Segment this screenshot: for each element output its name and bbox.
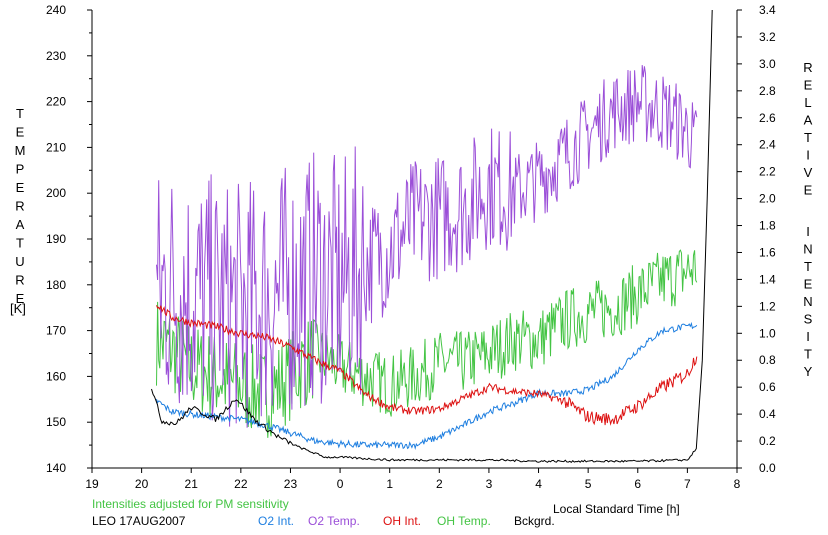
annotation-note: Intensities adjusted for PM sensitivity — [92, 497, 289, 511]
x-tick-label: 1 — [386, 477, 393, 491]
right-title-letter: T — [804, 347, 812, 362]
x-tick-label: 7 — [684, 477, 691, 491]
legend-entry: OH Int. — [383, 514, 421, 528]
left-title-letter: P — [16, 162, 25, 177]
right-tick-label: 2.4 — [759, 138, 776, 152]
left-title-letter: M — [15, 143, 26, 158]
left-tick-label: 230 — [46, 49, 66, 63]
x-tick-label: 23 — [284, 477, 298, 491]
legend-entry: Bckgrd. — [514, 514, 555, 528]
right-tick-label: 0.8 — [759, 353, 776, 367]
left-tick-label: 200 — [46, 186, 66, 200]
left-title-letter: T — [16, 106, 24, 121]
right-tick-label: 1.8 — [759, 219, 776, 233]
left-title-letter: E — [16, 291, 25, 306]
right-title-letter: R — [803, 60, 812, 75]
right-tick-label: 0.0 — [759, 461, 776, 475]
right-title-letter: N — [803, 294, 812, 309]
x-tick-label: 19 — [85, 477, 99, 491]
left-tick-label: 140 — [46, 461, 66, 475]
right-tick-label: 1.6 — [759, 245, 776, 259]
series-line-oh-int — [156, 305, 698, 426]
x-axis-title: Local Standard Time [h] — [553, 502, 680, 516]
right-title-letter: I — [806, 224, 810, 239]
left-title-letter: E — [16, 180, 25, 195]
x-tick-label: 8 — [734, 477, 741, 491]
legend-entry: OH Temp. — [437, 514, 491, 528]
right-title-letter: E — [804, 277, 813, 292]
right-title-letter: T — [804, 130, 812, 145]
x-tick-label: 5 — [585, 477, 592, 491]
left-tick-label: 190 — [46, 232, 66, 246]
right-title-letter: I — [806, 329, 810, 344]
left-tick-label: 170 — [46, 324, 66, 338]
right-title-letter: A — [804, 113, 813, 128]
x-tick-label: 4 — [535, 477, 542, 491]
x-tick-label: 20 — [135, 477, 149, 491]
left-tick-label: 210 — [46, 140, 66, 154]
left-title-letter: E — [16, 125, 25, 140]
x-tick-label: 22 — [234, 477, 248, 491]
x-tick-label: 21 — [185, 477, 199, 491]
right-title-letter: I — [806, 148, 810, 163]
right-title-letter: E — [804, 183, 813, 198]
right-title-letter: S — [804, 312, 813, 327]
x-tick-label: 3 — [486, 477, 493, 491]
left-title-letter: A — [16, 217, 25, 232]
left-title-letter: R — [15, 273, 24, 288]
legend-entry: O2 Int. — [258, 514, 294, 528]
station-label: LEO 17AUG2007 — [92, 514, 186, 528]
right-tick-label: 2.0 — [759, 192, 776, 206]
left-title-letter: U — [15, 254, 24, 269]
right-tick-label: 1.0 — [759, 326, 776, 340]
right-title-letter: Y — [804, 364, 813, 379]
right-tick-label: 1.2 — [759, 299, 776, 313]
series-layer — [151, 9, 713, 463]
right-title-letter: E — [804, 78, 813, 93]
right-tick-label: 3.0 — [759, 57, 776, 71]
axes-layer: 19 20 21 22 23 0 1 2 3 4 5 6 7 8140150160170180190200… — [46, 3, 776, 491]
left-tick-label: 160 — [46, 369, 66, 383]
right-title-letter: L — [804, 95, 811, 110]
right-tick-label: 3.4 — [759, 3, 776, 17]
right-tick-label: 2.8 — [759, 84, 776, 98]
left-tick-label: 180 — [46, 278, 66, 292]
left-title-letter: T — [16, 236, 24, 251]
right-title-letter: V — [804, 165, 813, 180]
right-tick-label: 0.6 — [759, 380, 776, 394]
legend: O2 Int. O2 Temp. OH Int. OH Temp. Bckgrd. — [258, 514, 555, 528]
left-tick-label: 150 — [46, 415, 66, 429]
left-title-letter: R — [15, 199, 24, 214]
series-line-bckgrd — [151, 9, 713, 463]
right-tick-label: 2.2 — [759, 165, 776, 179]
right-title-letter: N — [803, 242, 812, 257]
left-tick-label: 240 — [46, 3, 66, 17]
left-tick-label: 220 — [46, 95, 66, 109]
right-tick-label: 1.4 — [759, 272, 776, 286]
series-line-o2-temp — [156, 65, 698, 428]
right-tick-label: 3.2 — [759, 30, 776, 44]
x-tick-label: 2 — [436, 477, 443, 491]
right-tick-label: 0.2 — [759, 434, 776, 448]
x-tick-label: 6 — [634, 477, 641, 491]
left-axis-unit: [K] — [10, 301, 26, 316]
x-tick-label: 0 — [337, 477, 344, 491]
legend-entry: O2 Temp. — [308, 514, 360, 528]
series-line-o2-int — [156, 321, 698, 450]
right-tick-label: 0.4 — [759, 407, 776, 421]
right-title-letter: T — [804, 259, 812, 274]
right-tick-label: 2.6 — [759, 111, 776, 125]
